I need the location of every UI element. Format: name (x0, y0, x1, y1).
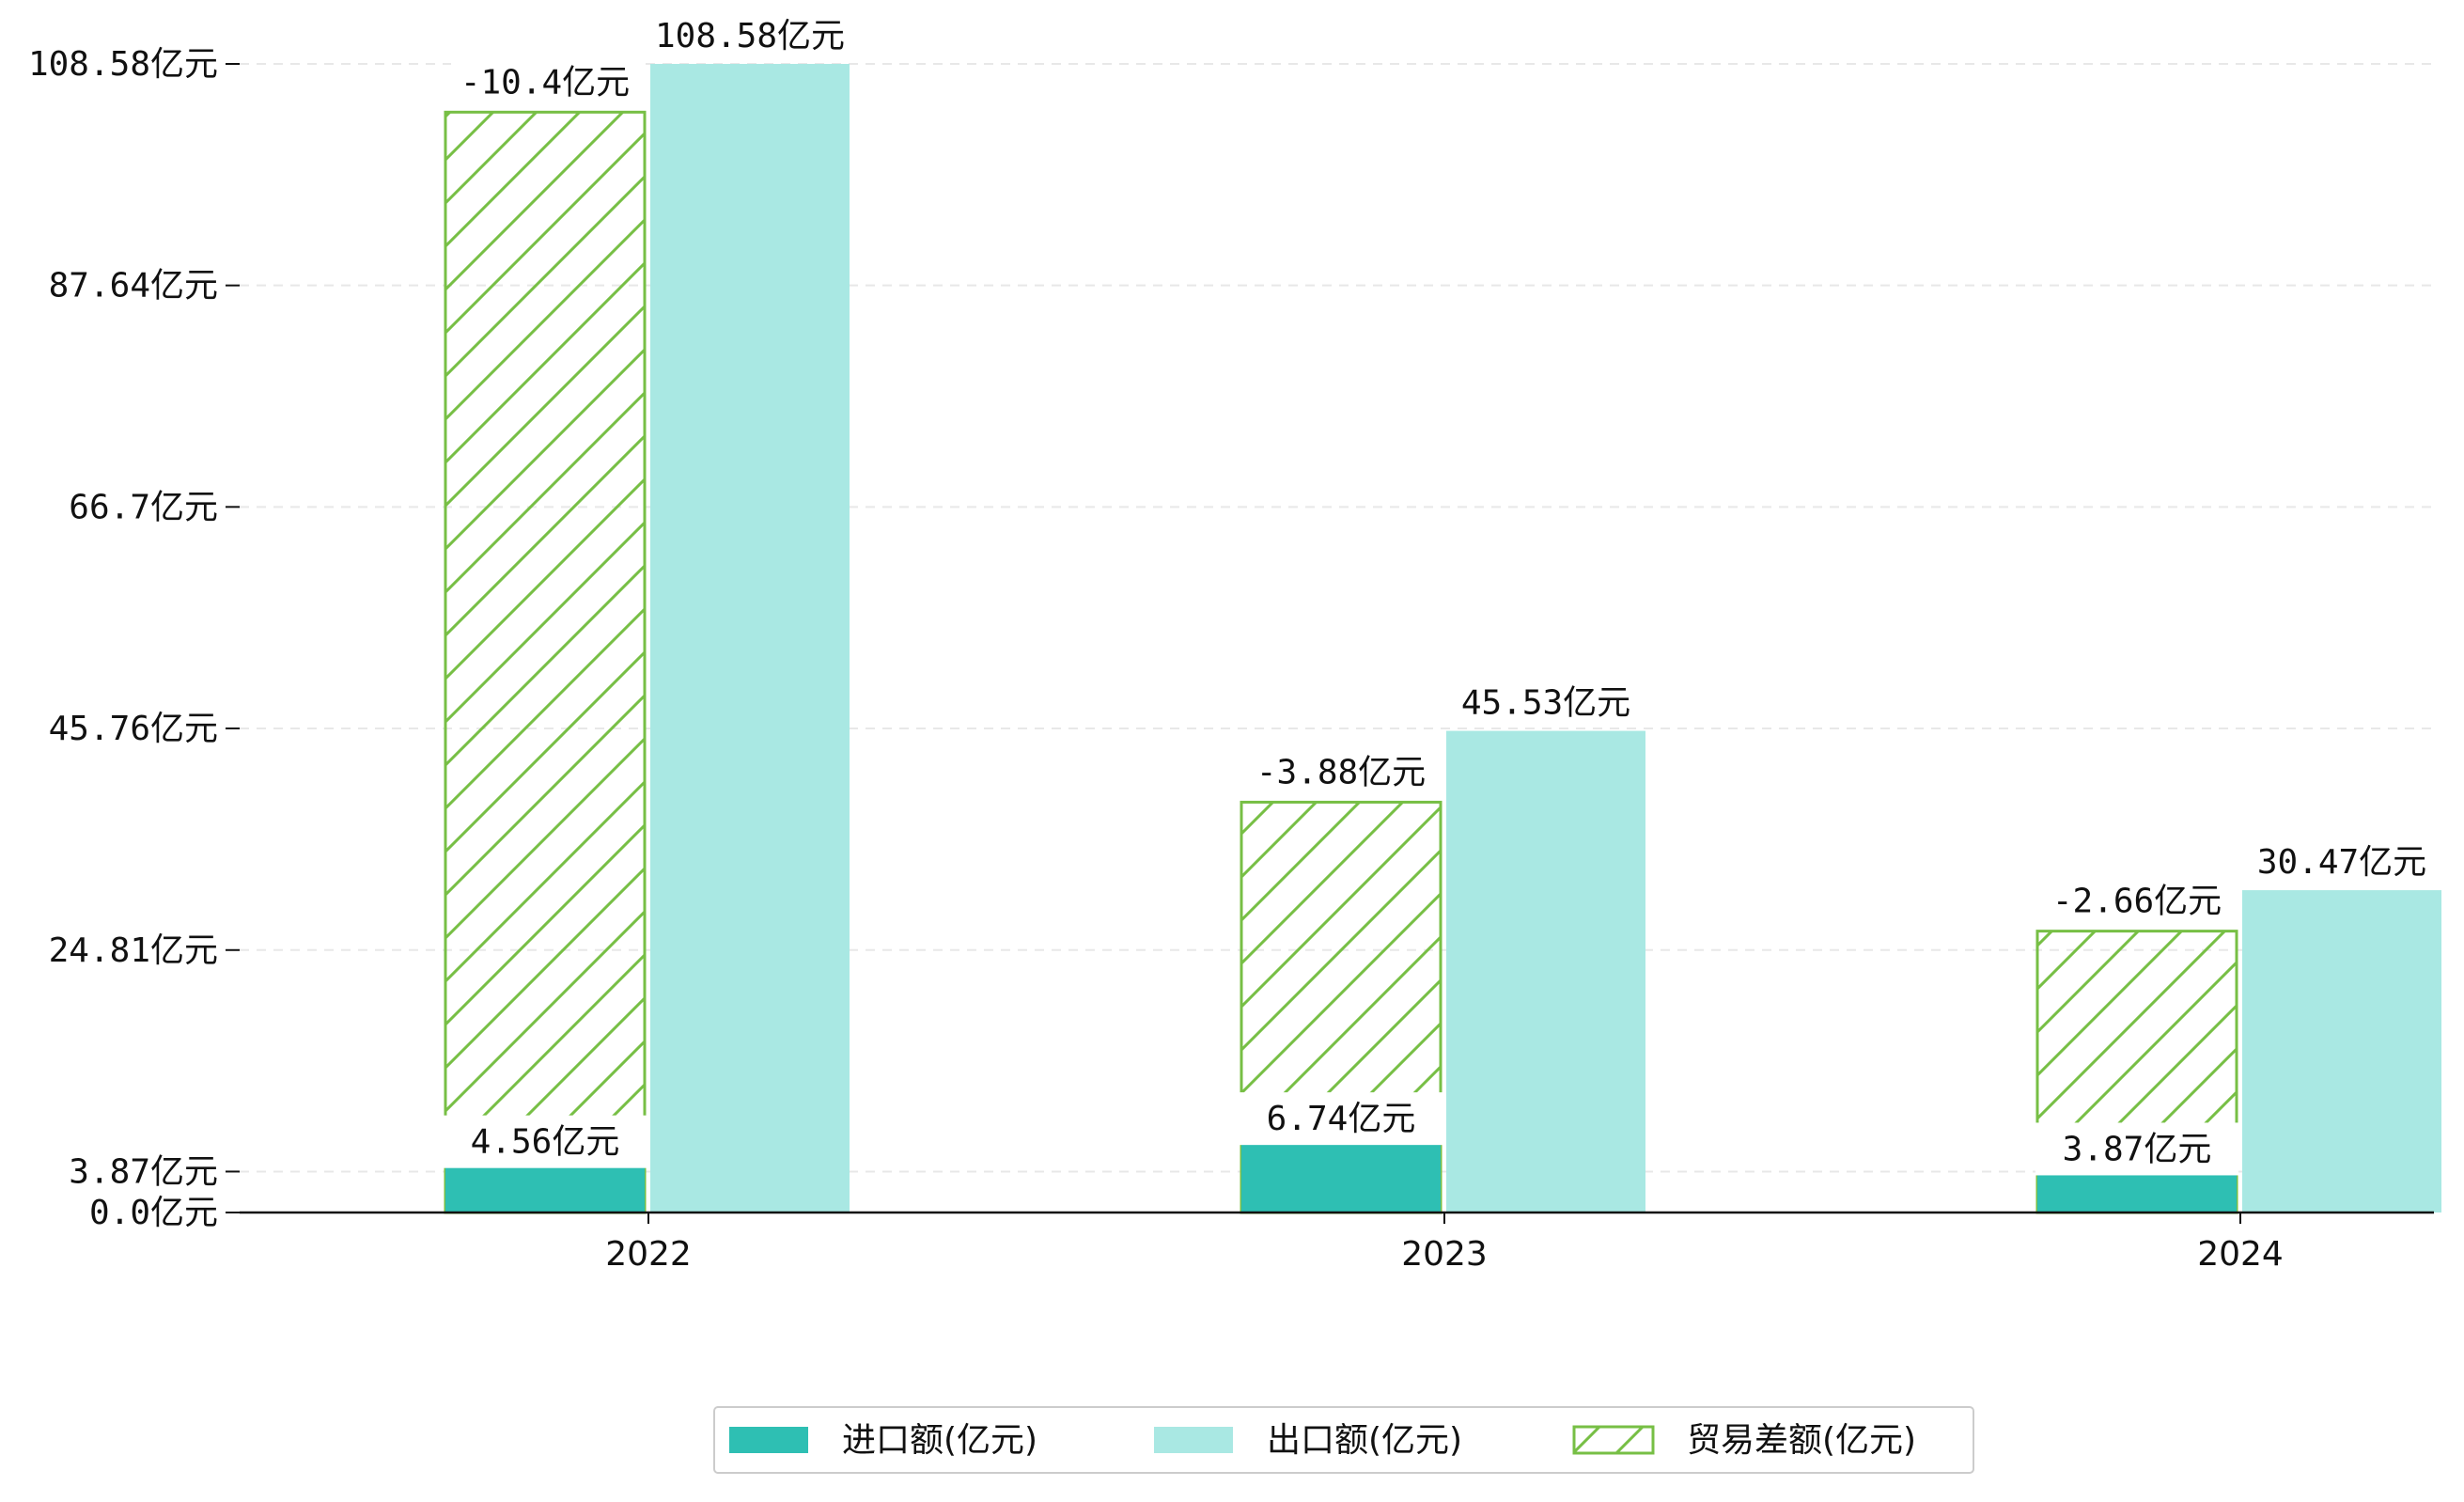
import-label-box (1240, 1092, 1443, 1146)
legend-export-label: 出口额(亿元) (1267, 1421, 1462, 1460)
y-tick-label: 87.64亿元 (49, 267, 218, 305)
export-bar (650, 64, 850, 1213)
import-bar (445, 1164, 645, 1213)
legend-export-swatch (1154, 1427, 1233, 1453)
y-tick-label: 3.87亿元 (69, 1152, 218, 1191)
x-tick-label: 2024 (2197, 1235, 2284, 1274)
legend-trade-balance-label: 贸易差额(亿元) (1687, 1421, 1916, 1460)
trade-balance-value-label: -10.4亿元 (460, 63, 630, 102)
import-label-box (2035, 1122, 2238, 1176)
trade-balance-value-label: -3.88亿元 (1256, 753, 1426, 791)
trade-balance-value-label: -2.66亿元 (2052, 883, 2222, 921)
export-bar (1446, 730, 1645, 1213)
import-value-label: 6.74亿元 (1267, 1100, 1416, 1138)
export-bar (2242, 890, 2441, 1213)
export-value-label: 30.47亿元 (2257, 843, 2426, 882)
balance-label-box (2043, 876, 2231, 926)
legend-box (713, 1406, 1974, 1474)
import-bar (2037, 1171, 2237, 1213)
y-tick-label: 45.76亿元 (49, 710, 218, 748)
y-tick-label: 66.7亿元 (69, 488, 218, 526)
y-tick-label: 0.0亿元 (89, 1194, 218, 1232)
import-label-box (444, 1115, 647, 1168)
legend-trade-balance-swatch (1572, 1425, 1655, 1455)
balance-label-box (451, 57, 639, 107)
legend-import-label: 进口额(亿元) (842, 1421, 1037, 1460)
legend-import-swatch (729, 1427, 808, 1453)
x-tick-label: 2023 (1401, 1235, 1488, 1274)
trade-balance-bar (444, 110, 647, 1214)
export-value-label: 45.53亿元 (1461, 684, 1630, 723)
balance-label-box (1247, 747, 1435, 797)
y-tick-label: 108.58亿元 (28, 45, 218, 84)
import-bar (1241, 1141, 1441, 1213)
import-value-label: 3.87亿元 (2063, 1130, 2212, 1168)
y-tick-label: 24.81亿元 (49, 931, 218, 970)
x-tick-label: 2022 (605, 1235, 692, 1274)
import-value-label: 4.56亿元 (471, 1123, 620, 1162)
export-value-label: 108.58亿元 (655, 17, 845, 55)
